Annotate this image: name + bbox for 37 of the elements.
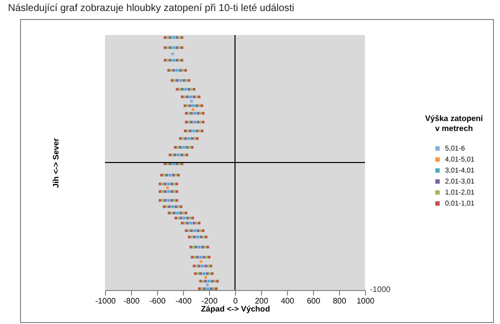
- text: -1000: [370, 285, 392, 294]
- x-tick-label: 200: [254, 296, 269, 306]
- point: [206, 284, 209, 286]
- x-tick-label: 800: [332, 296, 347, 306]
- point: [208, 280, 210, 282]
- x-tick-label: 0: [233, 296, 238, 306]
- point: [172, 46, 175, 49]
- x-tick-label: 400: [280, 296, 295, 306]
- x-tick-label: -1000: [95, 296, 116, 306]
- point: [196, 236, 200, 238]
- point: [190, 100, 193, 103]
- point: [167, 190, 170, 193]
- point: [167, 199, 170, 202]
- point: [192, 130, 195, 132]
- point: [172, 36, 175, 39]
- point: [171, 52, 174, 56]
- x-tick-label: -200: [201, 296, 218, 306]
- x-tick-label: 1000: [356, 296, 375, 306]
- chart-title: Následující graf zobrazuje hloubky zatopení při 10-ti leté události: [8, 3, 294, 14]
- x-axis-title: Západ <-> Východ: [201, 304, 270, 314]
- point: [172, 58, 175, 62]
- point: [200, 260, 202, 263]
- point: [188, 137, 190, 140]
- point: [179, 79, 182, 82]
- x-tick-label: -600: [149, 296, 166, 306]
- legend-title: Výška zatopení v metrech: [425, 114, 484, 133]
- x-tick-label: 600: [306, 296, 321, 306]
- point: [192, 108, 194, 111]
- point: [176, 212, 179, 214]
- point: [168, 174, 172, 176]
- point: [182, 216, 186, 220]
- point: [201, 264, 204, 268]
- x-tick-label: -800: [123, 296, 140, 306]
- point: [167, 182, 170, 186]
- y-axis-title: Jih <-> Sever: [52, 138, 60, 188]
- x-tick-label: -400: [175, 296, 192, 306]
- point: [177, 154, 180, 156]
